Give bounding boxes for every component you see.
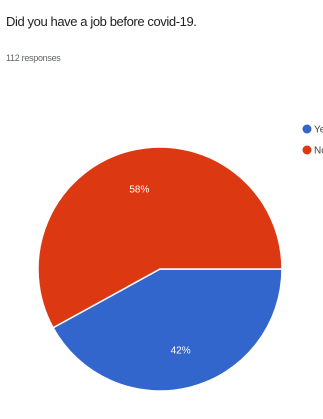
legend-label-yes: Yes	[314, 125, 323, 136]
legend-marker-yes	[302, 124, 312, 134]
pie-slice-no[interactable]	[37, 146, 283, 329]
slice-label-yes: 42%	[171, 345, 191, 356]
legend-marker-no	[302, 145, 312, 155]
question-title: Did you have a job before covid-19.	[6, 14, 197, 29]
legend-label-no: No	[314, 146, 323, 157]
response-count: 112 responses	[6, 53, 61, 63]
pie-slice-yes[interactable]	[52, 268, 283, 392]
slice-label-no: 58%	[129, 185, 149, 196]
